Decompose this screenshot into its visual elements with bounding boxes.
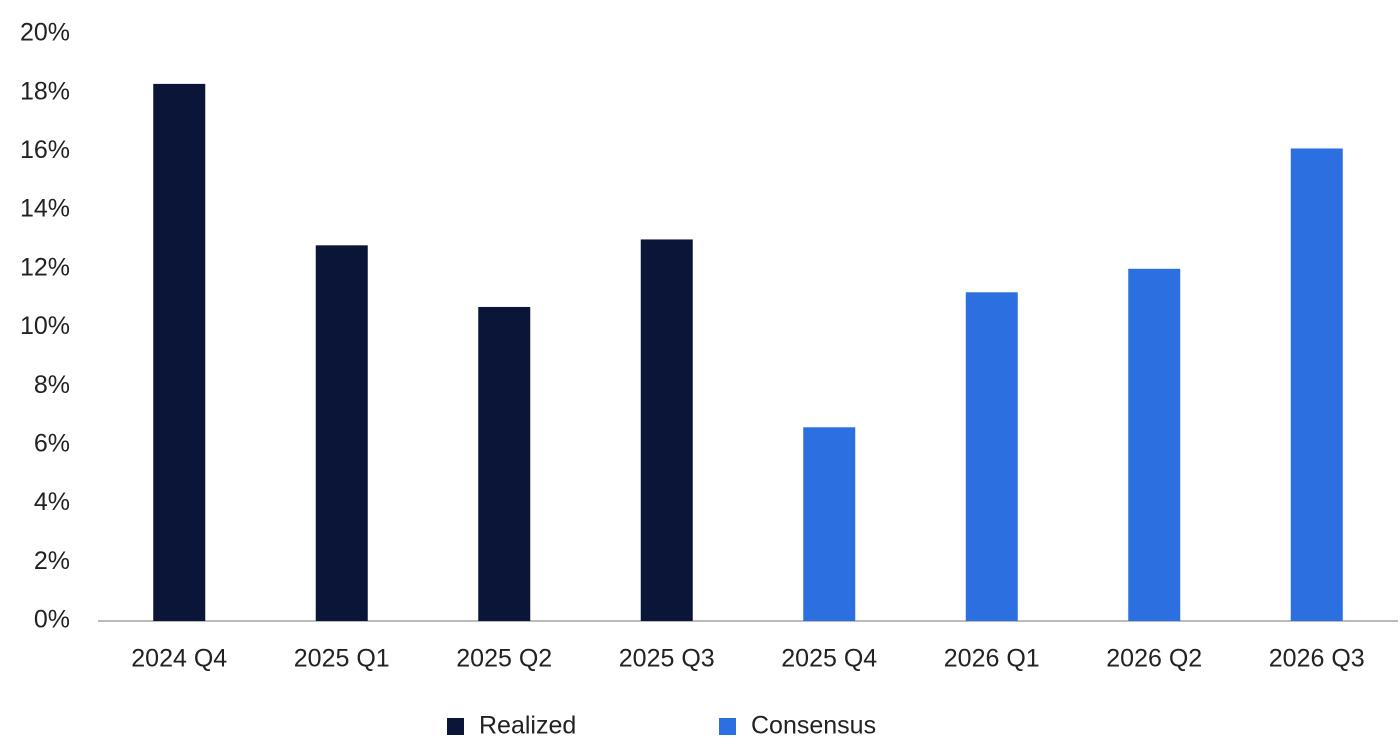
y-tick-label: 12% — [20, 253, 70, 281]
x-tick-label: 2026 Q1 — [944, 645, 1040, 673]
y-tick-label: 4% — [34, 488, 70, 516]
y-tick-label: 8% — [34, 371, 70, 399]
bar — [315, 245, 368, 621]
bar — [1290, 148, 1343, 621]
legend-swatch — [719, 718, 736, 735]
x-tick-label: 2025 Q4 — [781, 645, 877, 673]
bar — [640, 239, 693, 621]
y-tick-label: 20% — [20, 19, 70, 47]
x-tick-label: 2025 Q2 — [456, 645, 552, 673]
x-tick-label: 2025 Q1 — [294, 645, 390, 673]
y-tick-label: 18% — [20, 77, 70, 105]
bar — [965, 292, 1018, 621]
x-tick-label: 2025 Q3 — [619, 645, 715, 673]
y-tick-label: 14% — [20, 195, 70, 223]
y-tick-label: 6% — [34, 430, 70, 458]
x-tick-label: 2026 Q2 — [1106, 645, 1202, 673]
bar — [153, 83, 206, 621]
bar — [478, 306, 531, 621]
x-tick-label: 2024 Q4 — [131, 645, 227, 673]
y-tick-label: 0% — [34, 606, 70, 634]
y-tick-label: 2% — [34, 547, 70, 575]
legend-label: Consensus — [751, 712, 876, 740]
bar — [803, 427, 856, 621]
y-tick-label: 16% — [20, 136, 70, 164]
y-tick-label: 10% — [20, 312, 70, 340]
bar — [1128, 268, 1181, 621]
x-tick-label: 2026 Q3 — [1269, 645, 1365, 673]
legend-label: Realized — [479, 712, 576, 740]
legend-swatch — [447, 718, 464, 735]
